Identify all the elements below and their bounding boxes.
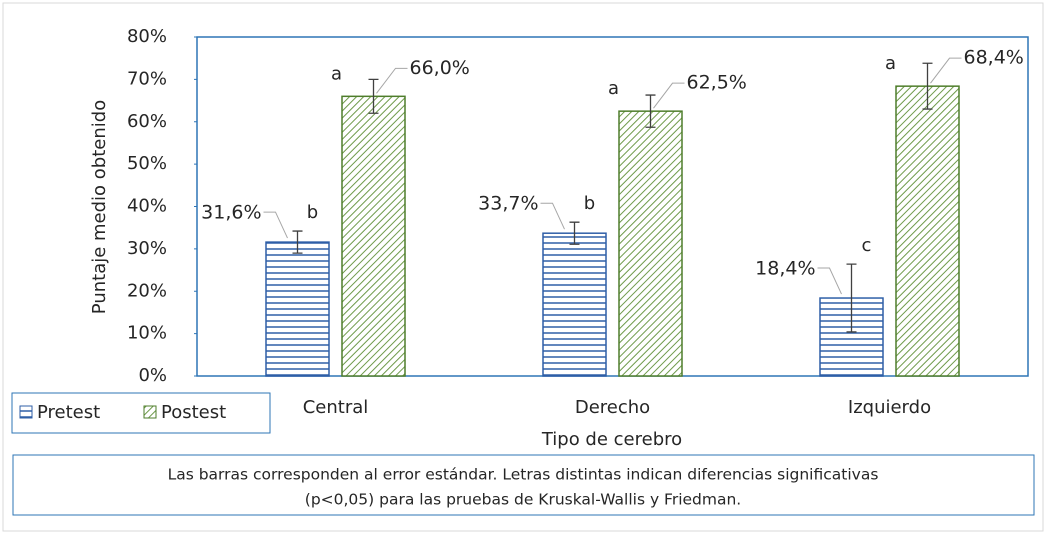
note-line: Las barras corresponden al error estánda… xyxy=(168,466,879,484)
error-bar xyxy=(846,263,857,333)
x-tick-label: Izquierdo xyxy=(848,397,931,418)
note-line: (p<0,05) para las pruebas de Kruskal-Wal… xyxy=(305,491,741,509)
y-tick-label: 0% xyxy=(138,365,167,386)
bar xyxy=(895,85,960,377)
bar xyxy=(542,232,607,377)
error-bar xyxy=(922,62,933,110)
y-tick-label: 60% xyxy=(127,111,167,132)
error-bar xyxy=(569,221,580,245)
leader-line xyxy=(540,202,565,230)
value-label: 18,4% xyxy=(755,258,815,280)
legend xyxy=(11,392,271,434)
note-box xyxy=(12,454,1035,516)
y-tick-label: 50% xyxy=(127,153,167,174)
x-axis-label: Tipo de cerebro xyxy=(541,429,682,450)
leader-line xyxy=(376,67,408,94)
x-tick-label: Derecho xyxy=(575,397,650,418)
value-label: 66,0% xyxy=(410,57,470,79)
error-bar xyxy=(368,78,379,114)
letter-label: a xyxy=(608,78,619,99)
y-tick-label: 20% xyxy=(127,280,167,301)
y-tick-label: 80% xyxy=(127,26,167,47)
legend-swatch xyxy=(143,405,157,419)
letter-label: a xyxy=(331,63,342,84)
y-axis-label: Puntaje medio obtenido xyxy=(89,100,110,314)
letter-label: c xyxy=(862,235,872,256)
value-label: 33,7% xyxy=(478,193,538,215)
error-bar xyxy=(645,94,656,128)
bar xyxy=(341,95,406,377)
value-label: 62,5% xyxy=(687,72,747,94)
y-tick-label: 10% xyxy=(127,323,167,344)
x-tick-label: Central xyxy=(303,397,369,418)
leader-line xyxy=(263,211,288,239)
letter-label: b xyxy=(584,193,595,214)
y-tick-label: 70% xyxy=(127,68,167,89)
bar xyxy=(265,241,330,377)
leader-line xyxy=(817,267,842,295)
legend-label: Postest xyxy=(161,402,226,423)
y-tick-label: 30% xyxy=(127,238,167,259)
y-tick-label: 40% xyxy=(127,196,167,217)
value-label: 31,6% xyxy=(201,202,261,224)
bar xyxy=(618,110,683,377)
leader-line xyxy=(930,57,962,84)
leader-line xyxy=(653,82,685,109)
letter-label: a xyxy=(885,53,896,74)
legend-swatch xyxy=(19,405,33,419)
plot-area xyxy=(196,36,1029,377)
error-bar xyxy=(292,230,303,254)
legend-label: Pretest xyxy=(37,402,100,423)
value-label: 68,4% xyxy=(964,47,1024,69)
letter-label: b xyxy=(307,202,318,223)
